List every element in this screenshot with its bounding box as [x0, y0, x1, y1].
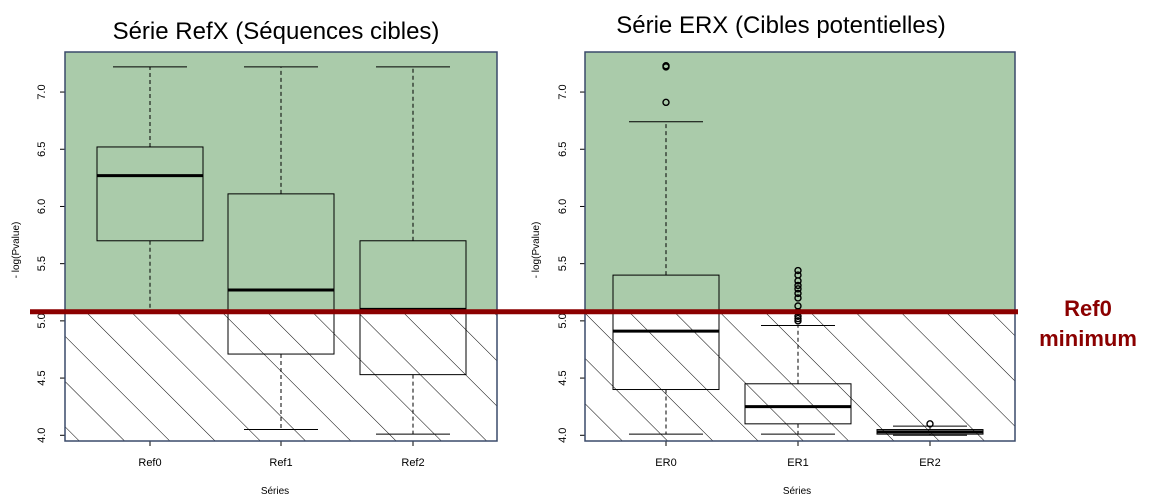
box-iqr: [227, 193, 335, 355]
y-axis-label: - log(Pvalue): [11, 222, 22, 279]
y-tick-label: 5.0: [557, 313, 569, 328]
y-tick-label: 4.5: [557, 370, 569, 385]
plot-frame: [584, 51, 1016, 442]
x-tick-label: Ref1: [269, 457, 292, 469]
box-iqr: [744, 383, 852, 425]
threshold-label-line2: minimum: [1039, 326, 1137, 351]
plot-area: 4.0 4.5 5.0 5.5 6.0 6.5 7.0 ER0 ER1 ER2: [557, 51, 1016, 469]
y-tick-label: 6.5: [36, 142, 48, 157]
outlier-point: [662, 62, 670, 70]
plot-area: 4.0 4.5 5.0 5.5 6.0 6.5 7.0 Ref0 Ref1 Ref2: [36, 51, 498, 469]
outlier-point: [794, 281, 802, 290]
x-axis-label: Séries: [261, 486, 289, 495]
y-tick-label: 6.5: [557, 142, 569, 157]
outlier-point: [662, 98, 670, 107]
above-threshold-region: [65, 52, 497, 312]
plot-frame: [64, 51, 498, 442]
y-tick-label: 7.0: [557, 84, 569, 99]
outlier-point: [794, 317, 802, 325]
chart-panel-erx: Série ERX (Cibles potentielles) Séries -…: [531, 12, 1016, 495]
box-er1: [744, 266, 852, 435]
y-tick-label: 6.0: [557, 199, 569, 214]
outlier-point: [794, 289, 802, 298]
y-tick-label: 4.5: [36, 370, 48, 385]
y-tick-label: 7.0: [36, 84, 48, 99]
chart-panel-refx: Série RefX (Séquences cibles) Séries - l…: [11, 18, 498, 495]
y-tick-label: 5.0: [36, 313, 48, 328]
y-tick-label: 4.0: [557, 428, 569, 443]
y-tick-label: 5.5: [36, 256, 48, 271]
x-tick-label: ER1: [787, 457, 808, 469]
outlier-point: [794, 271, 802, 279]
y-tick-label: 4.0: [36, 428, 48, 443]
box-er0: [612, 62, 720, 435]
box-iqr: [96, 146, 204, 242]
x-axis-label: Séries: [783, 486, 811, 495]
x-tick-label: ER0: [655, 457, 676, 469]
y-axis-label: - log(Pvalue): [531, 222, 542, 279]
x-tick-label: Ref0: [138, 457, 161, 469]
y-tick-label: 5.5: [557, 256, 569, 271]
box-iqr: [359, 240, 467, 376]
box-er2: [876, 420, 984, 436]
outlier-point: [794, 314, 802, 323]
outlier-point: [794, 294, 802, 302]
x-tick-label: ER2: [919, 457, 940, 469]
chart-title: Série RefX (Séquences cibles): [113, 18, 440, 45]
outlier-point: [926, 420, 934, 428]
x-tick-label: Ref2: [401, 457, 424, 469]
threshold-label-line1: Ref0: [1064, 296, 1112, 321]
below-threshold-hatch: [585, 311, 1015, 441]
chart-title: Série ERX (Cibles potentielles): [616, 12, 945, 39]
outlier-point: [794, 285, 802, 293]
box-ref1: [227, 66, 335, 431]
y-tick-label: 6.0: [36, 199, 48, 214]
outlier-point: [794, 266, 802, 275]
outlier-point: [794, 302, 802, 310]
